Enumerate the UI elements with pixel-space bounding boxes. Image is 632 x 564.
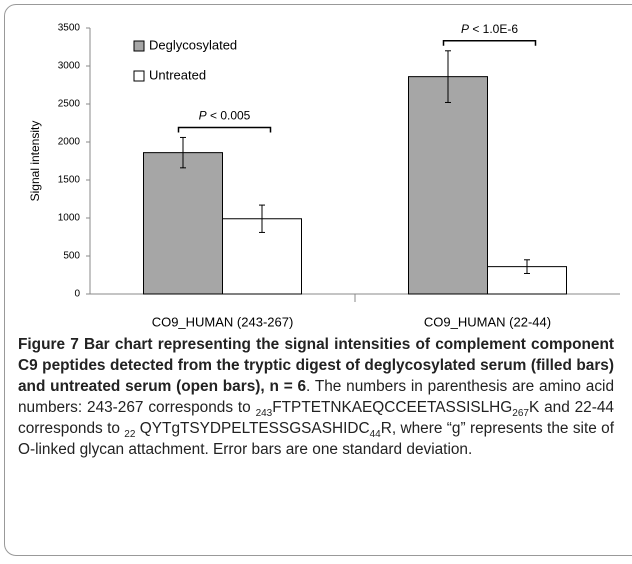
y-tick-label: 0: [74, 289, 80, 300]
caption-normal: K and 22-44 corresponds to: [18, 399, 614, 437]
caption-bold: Figure 7 Bar chart representing the sign…: [18, 336, 614, 395]
caption-normal: FTPTETNKAEQCCEETASSISLHG: [272, 399, 513, 416]
significance-text: < 1.0E-6: [472, 22, 518, 36]
error-bar: [180, 136, 186, 169]
y-tick-label: 3000: [58, 61, 81, 72]
frame: [4, 4, 632, 556]
legend-swatch: [133, 40, 145, 52]
caption-sub: 267: [512, 408, 529, 420]
legend-label: Untreated: [149, 67, 206, 82]
caption-sub: 44: [369, 429, 381, 441]
x-tick-label: CO9_HUMAN (22-44): [424, 314, 551, 329]
bar: [408, 76, 488, 295]
significance-bracket: [442, 40, 537, 46]
significance-label: P < 1.0E-6: [461, 22, 518, 36]
bar: [143, 152, 223, 295]
significance-label: P < 0.005: [199, 109, 251, 123]
chart: Signal intensity 0 500 1000 1500 2000 2500 300…: [28, 22, 620, 329]
x-tick-label: CO9_HUMAN (243-267): [152, 314, 294, 329]
significance-bracket: [177, 126, 272, 133]
significance-symbol: P: [461, 22, 469, 36]
error-bar: [524, 259, 530, 274]
y-tick-label: 2000: [58, 137, 81, 148]
caption-normal: . The numbers in parenthesis are amino a…: [18, 378, 614, 416]
legend-swatch: [133, 70, 145, 82]
caption-sub: 22: [124, 429, 136, 441]
caption-normal: R, where “g” represents the site of O-li…: [18, 420, 614, 458]
caption: Figure 7 Bar chart representing the sign…: [18, 334, 614, 460]
y-tick-label: 500: [63, 251, 80, 262]
y-tick-label: 2500: [58, 99, 81, 110]
y-tick-label: 3500: [58, 23, 81, 34]
error-bar: [259, 204, 265, 233]
y-tick-label: 1500: [58, 175, 81, 186]
y-axis-label: Signal intensity: [28, 121, 42, 202]
caption-normal: QYTgTSYDPELTESSGSASHIDC: [135, 420, 370, 437]
significance-text: < 0.005: [210, 109, 251, 123]
significance-symbol: P: [199, 109, 207, 123]
legend-label: Deglycosylated: [149, 37, 237, 52]
y-tick-label: 1000: [58, 213, 81, 224]
error-bar: [445, 50, 451, 103]
caption-sub: 243: [255, 408, 273, 420]
